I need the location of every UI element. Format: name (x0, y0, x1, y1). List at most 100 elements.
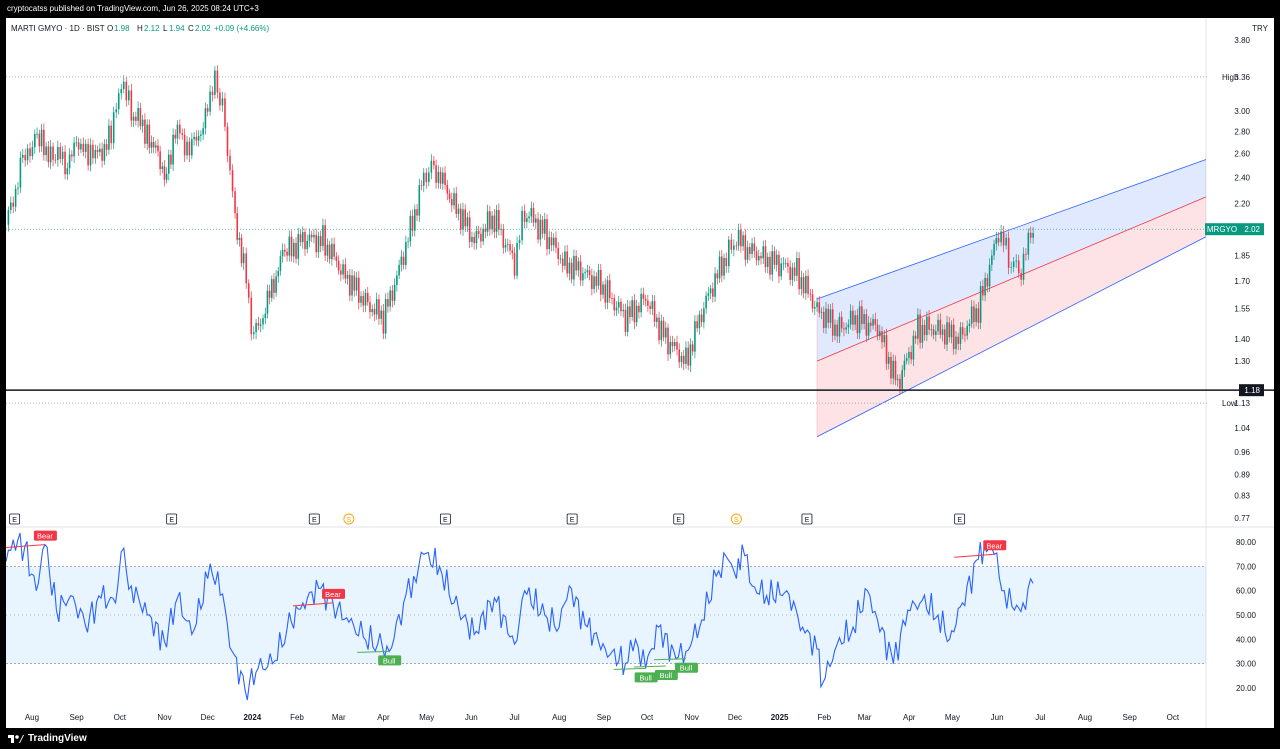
candle-body (778, 254, 780, 277)
candle-body (660, 320, 663, 341)
candle-body (773, 251, 776, 265)
price-tick-label: 2.20 (1234, 200, 1250, 209)
candle-body (193, 136, 195, 140)
candle-body (599, 269, 602, 295)
candle-body (977, 308, 980, 323)
candle-body (825, 308, 827, 328)
candle-body (286, 251, 288, 256)
time-tick-label: Jul (509, 713, 519, 722)
time-axis[interactable]: Aug Sep Oct Nov Dec 2024 Feb Mar Apr May Jun Jul Aug… (25, 713, 1180, 722)
candle-body (997, 238, 1000, 243)
candle-body (988, 264, 991, 287)
tradingview-logo[interactable]: TradingView (8, 733, 87, 744)
candle-body (473, 236, 475, 244)
earnings-marker (566, 513, 578, 525)
last-price-bg (1239, 223, 1264, 236)
candle-body (416, 209, 418, 216)
candle-body (671, 341, 674, 347)
candle-body (809, 293, 812, 295)
candle-body (110, 125, 112, 144)
price-tick-label: 0.77 (1234, 514, 1250, 523)
candle-body (268, 290, 271, 298)
candle-body (405, 242, 407, 266)
event-markers[interactable]: E E E E E E E ES S (9, 513, 966, 525)
candle-body (714, 273, 716, 297)
candle-body (179, 124, 181, 134)
candle-body (669, 341, 672, 355)
candle-body (582, 273, 584, 281)
candle-body (689, 344, 692, 366)
candle-body (71, 154, 73, 157)
candle-body (802, 277, 805, 294)
candle-body (398, 264, 400, 276)
candle-body (266, 290, 269, 314)
candle-body (112, 112, 115, 144)
candle-body (791, 267, 794, 280)
candle-body (696, 321, 698, 329)
candle-body (103, 144, 106, 161)
candle-body (718, 256, 721, 279)
candle-body (961, 327, 964, 335)
earnings-letter: E (805, 517, 810, 524)
candle-body (1025, 253, 1027, 255)
candle-body (275, 276, 277, 293)
rsi-tick-label: 70.00 (1236, 562, 1257, 571)
candle-body (477, 230, 480, 234)
candle-body (273, 279, 275, 293)
candle-body (700, 314, 703, 323)
channel-upper-fill (817, 159, 1206, 362)
chart-svg[interactable]: E E E E E E E E S S 80.00 70.00 60.00 50.00 40.00 30.0… (4, 18, 1274, 728)
candle-body (676, 342, 678, 350)
price-tick-label: 1.55 (1234, 305, 1250, 314)
candle-body (221, 98, 224, 106)
candle-body (858, 306, 861, 334)
price-tick-label: 1.04 (1234, 424, 1250, 433)
candle-body (694, 321, 696, 352)
candle-body (231, 170, 234, 192)
price-tick-label: 1.30 (1234, 357, 1250, 366)
earnings-marker (673, 513, 685, 525)
earnings-letter: E (12, 517, 17, 524)
candle-body (766, 256, 769, 267)
time-tick-label: Aug (25, 713, 39, 722)
candle-body (642, 293, 645, 299)
price-axis[interactable]: 3.80 3.00 2.80 2.60 2.40 2.20 1.85 1.70 1.55 1.40… (1205, 36, 1264, 523)
candle-body (691, 344, 694, 352)
candle-body (716, 273, 719, 279)
divergence-line (4, 544, 45, 549)
candle-body (698, 314, 701, 329)
candle-body (870, 322, 872, 326)
candle-body (847, 324, 850, 328)
candle-body (130, 90, 133, 121)
candle-body (921, 324, 924, 343)
candle-body (375, 299, 378, 315)
bear-signal-bg (33, 530, 57, 541)
candle-body (755, 251, 758, 261)
candle-body (150, 142, 153, 148)
candle-body (493, 215, 496, 232)
candle-body (219, 92, 221, 106)
candle-body (986, 277, 989, 287)
candle-body (270, 279, 273, 298)
chart-panel[interactable]: E E E E E E E E S S 80.00 70.00 60.00 50.00 40.00 30.0… (4, 18, 1274, 728)
candle-body (92, 144, 94, 159)
candle-body (952, 324, 955, 350)
candle-body (874, 319, 877, 325)
candle-body (975, 308, 977, 322)
candle-body (132, 116, 135, 121)
legend-high-label: H (137, 24, 143, 33)
candle-body (586, 270, 589, 273)
candle-body (579, 261, 582, 281)
candle-body (647, 300, 649, 306)
earnings-letter: E (676, 517, 681, 524)
bear-signal-label: Bear (986, 541, 1002, 550)
candle-body (418, 185, 421, 216)
candle-body (1032, 232, 1034, 238)
candle-body (707, 293, 710, 296)
candle-body (159, 151, 161, 170)
candle-body (174, 134, 177, 139)
candle-body (622, 309, 625, 312)
candle-body (77, 142, 80, 150)
time-tick-label: Oct (641, 713, 654, 722)
candle-body (322, 225, 324, 247)
